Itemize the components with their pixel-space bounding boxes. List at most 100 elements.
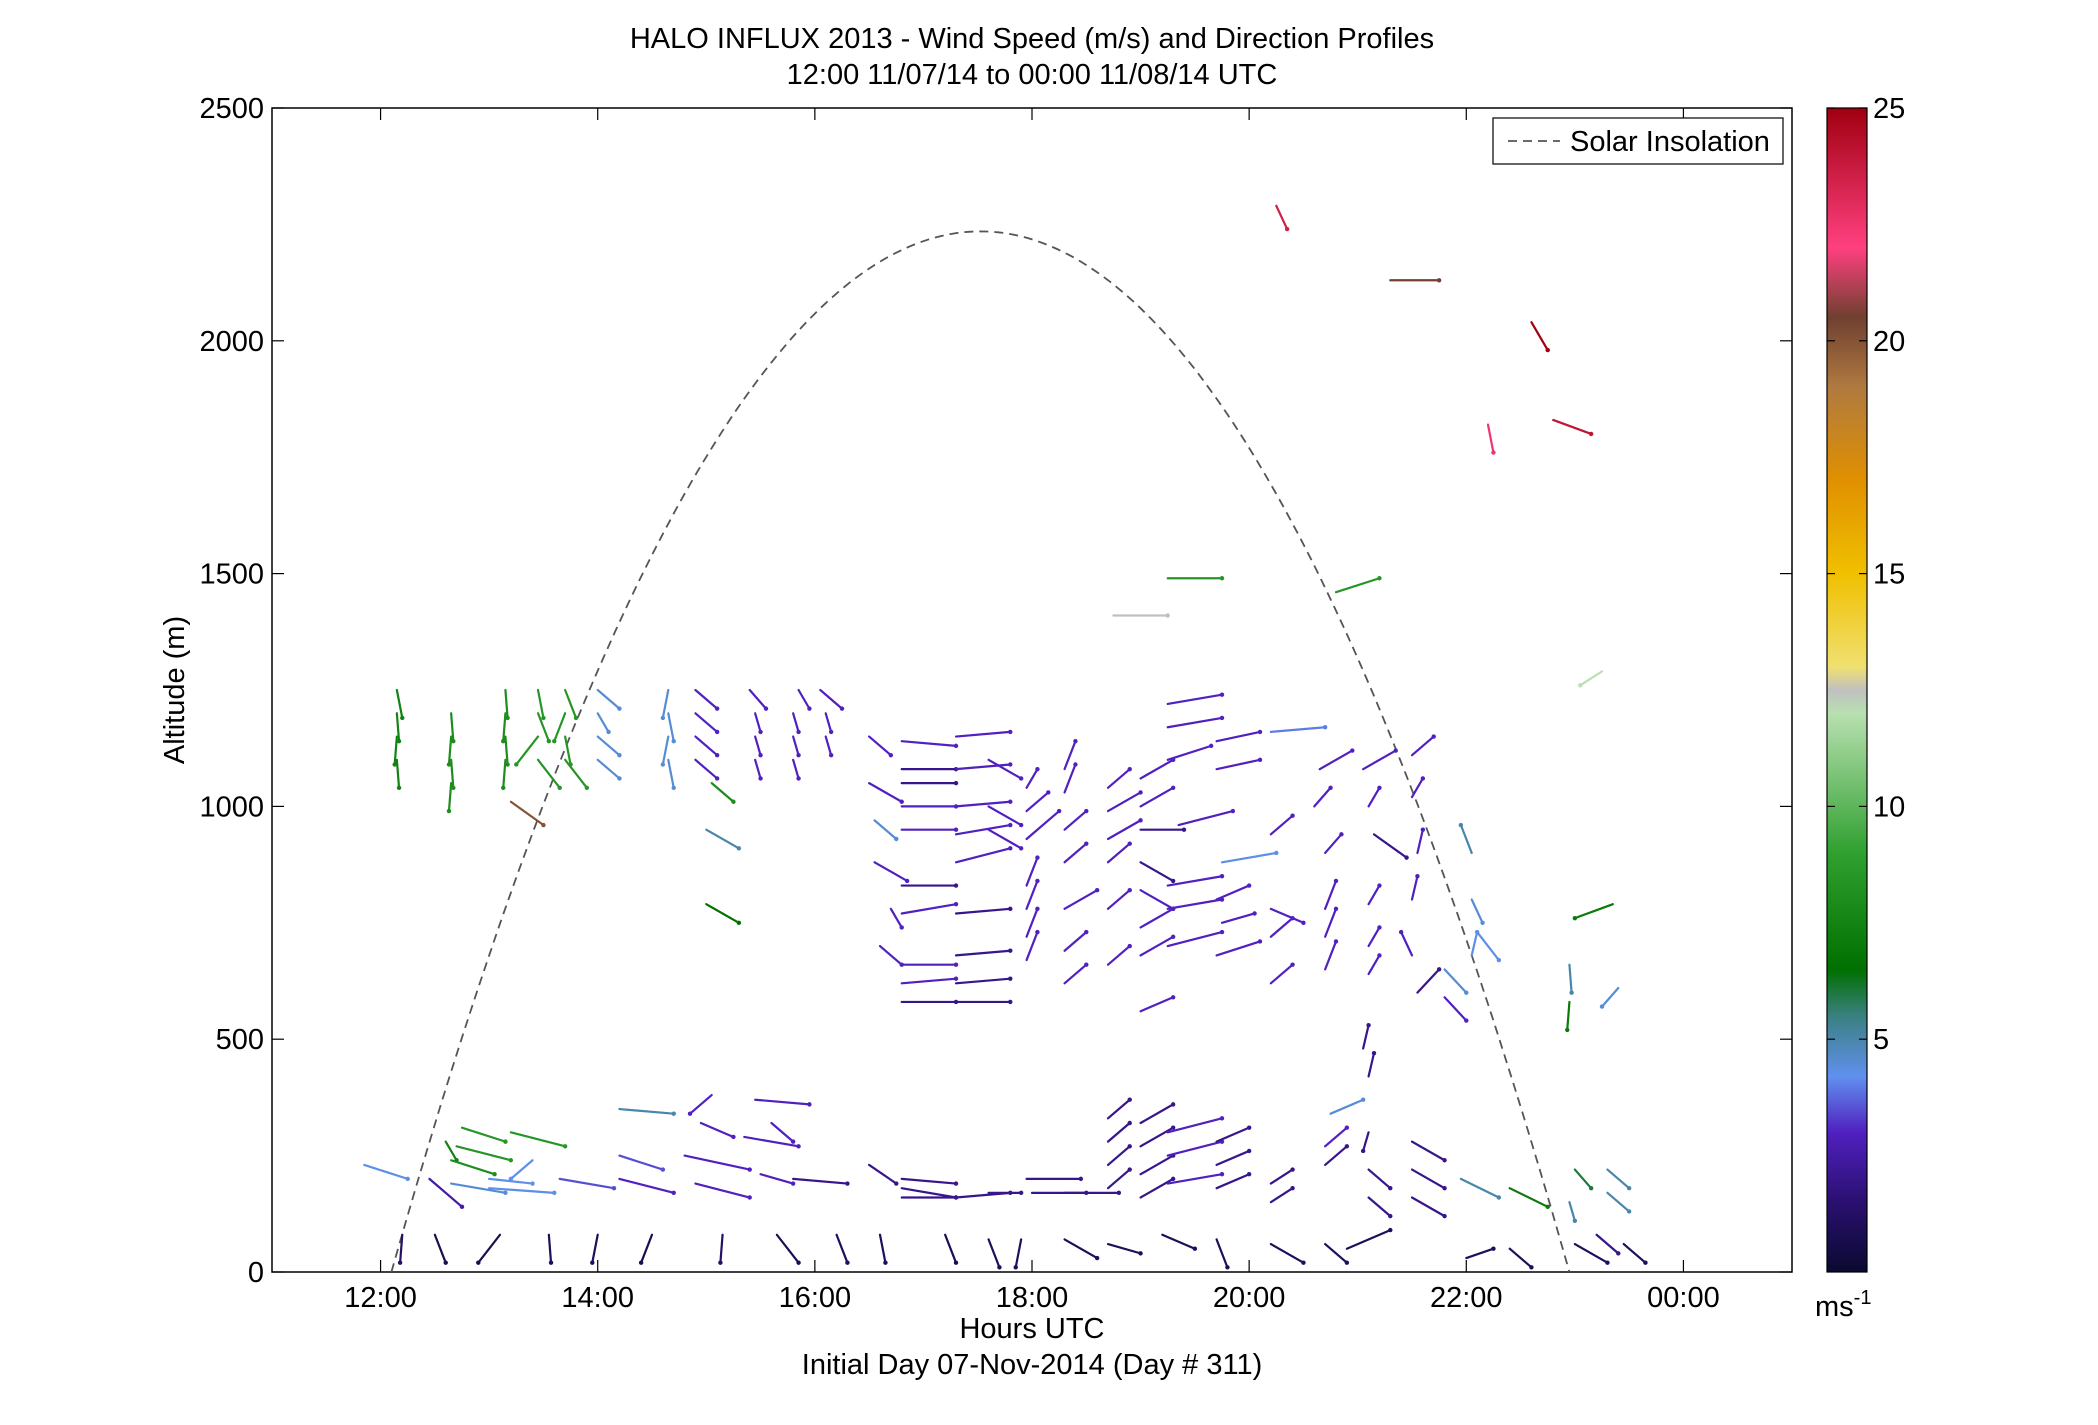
wind-vector-head [1246, 1125, 1252, 1130]
colorbar-unit-exponent: -1 [1854, 1287, 1872, 1309]
wind-vector-head [1464, 990, 1469, 995]
y-tick-label: 1000 [199, 791, 264, 823]
wind-vector-head [546, 739, 552, 744]
wind-vector [944, 1233, 958, 1264]
wind-vector-head [552, 739, 557, 744]
wind-vector-head [1008, 906, 1013, 912]
y-tick-label: 1500 [199, 559, 264, 591]
wind-vector [868, 1163, 898, 1185]
wind-vector-head [894, 836, 899, 842]
wind-vector-head [1257, 729, 1263, 735]
wind-vector-head [1246, 1172, 1252, 1177]
wind-vector-head [1257, 757, 1263, 763]
wind-vector-head [1035, 878, 1040, 884]
wind-vector-head [1344, 1125, 1350, 1130]
wind-vector-head [1290, 813, 1295, 818]
wind-vector-head [731, 799, 736, 804]
wind-vector-head [1219, 715, 1225, 721]
wind-vector-head [1008, 799, 1013, 804]
wind-vector [596, 688, 621, 710]
wind-vector [1410, 777, 1424, 799]
wind-vector-head [397, 1260, 403, 1265]
wind-vector [775, 1233, 800, 1264]
wind-vector-head [1252, 911, 1257, 916]
wind-vector [683, 1154, 751, 1171]
wind-vector [1215, 758, 1262, 771]
wind-vector-head [505, 762, 510, 767]
wind-vector [460, 1126, 507, 1143]
wind-vector [1476, 931, 1500, 962]
y-axis-ticks: 0 500 1000 1500 2000 2500 [199, 93, 1792, 1289]
wind-vector [792, 712, 800, 734]
wind-vector-head [828, 729, 834, 735]
wind-vector-head [671, 785, 676, 790]
wind-vector [1166, 693, 1224, 706]
wind-vector [1459, 823, 1473, 855]
wind-vector [488, 1187, 556, 1194]
wind-vector-head [1219, 692, 1225, 697]
wind-vector-head [638, 1260, 644, 1265]
wind-vector-head [1350, 748, 1355, 753]
wind-vector [754, 758, 762, 780]
y-axis-label: Altitude (m) [159, 616, 191, 764]
chart-subtitle: 12:00 11/07/14 to 00:00 11/08/14 UTC [787, 59, 1278, 91]
wind-vector-head [828, 752, 834, 758]
wind-vector [596, 712, 610, 734]
wind-vector [1139, 1103, 1175, 1125]
wind-vector-head [1138, 790, 1143, 795]
wind-vector-head [1626, 1209, 1632, 1214]
wind-vector [694, 688, 719, 710]
wind-vector [558, 1177, 616, 1190]
wind-vector-head [1442, 1158, 1447, 1163]
wind-vector-head [1415, 874, 1420, 879]
wind-vector-head [1290, 1185, 1295, 1191]
wind-vector [1220, 912, 1256, 924]
wind-vector-head [1377, 953, 1382, 958]
wind-vector-head [508, 1176, 514, 1182]
wind-vector-head [1496, 1195, 1502, 1200]
wind-vector-head [714, 706, 720, 711]
wind-vector-head [1328, 785, 1333, 790]
wind-vector [754, 1098, 811, 1106]
wind-vector [667, 758, 675, 789]
wind-vector [433, 1233, 447, 1264]
wind-vector-head [671, 1111, 676, 1116]
wind-vector [1106, 819, 1142, 841]
wind-vector [1063, 963, 1088, 985]
wind-vector [450, 712, 455, 743]
wind-vector [502, 758, 507, 789]
plot-axes-box [271, 107, 1793, 1273]
wind-vector [954, 800, 1012, 808]
wind-vector [1106, 1098, 1131, 1120]
wind-vector [1318, 749, 1354, 771]
wind-vector [1139, 996, 1175, 1013]
wind-vector [1215, 1238, 1229, 1269]
wind-vector [1324, 879, 1338, 910]
wind-vector-head [1084, 841, 1089, 846]
colorbar [1826, 107, 1868, 1273]
wind-vector [1106, 944, 1131, 966]
wind-vector [1345, 1228, 1392, 1250]
wind-vector [1269, 1242, 1305, 1264]
wind-vector-head [953, 901, 959, 907]
wind-vector [450, 1182, 507, 1194]
wind-vector-head [1208, 743, 1214, 749]
wind-vector-head [541, 715, 546, 721]
wind-vector-head [758, 776, 763, 781]
wind-vector-head [1246, 883, 1252, 888]
wind-vector [447, 782, 453, 813]
wind-vector [1139, 1126, 1175, 1148]
wind-vector [1362, 749, 1397, 771]
wind-vector-head [1219, 576, 1225, 581]
wind-vector-head [1496, 957, 1502, 963]
wind-vector-head [1035, 855, 1040, 860]
wind-vector [699, 1121, 735, 1139]
wind-vector-head [492, 1172, 497, 1177]
wind-vector-head [541, 822, 546, 828]
wind-vector [477, 1233, 502, 1264]
wind-vector-head [1643, 1260, 1648, 1265]
wind-vector-head [790, 1139, 796, 1144]
wind-vector [1220, 851, 1278, 864]
wind-vector-head [687, 1111, 693, 1116]
wind-vector-head [617, 706, 622, 711]
